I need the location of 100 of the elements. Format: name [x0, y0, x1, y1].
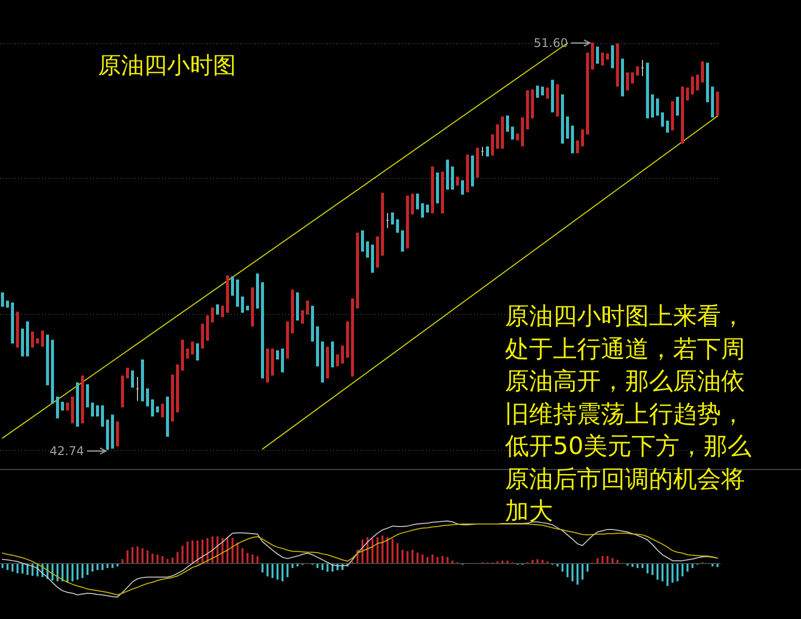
- candlestick: [496, 124, 499, 149]
- bar: [532, 560, 534, 564]
- bar: [232, 538, 234, 564]
- bar: [166, 558, 168, 564]
- bar: [406, 551, 408, 564]
- candlestick: [451, 166, 454, 190]
- bar: [412, 550, 414, 564]
- candlestick: [341, 346, 344, 364]
- candlestick: [666, 120, 669, 133]
- bar: [136, 546, 138, 564]
- candlestick: [486, 146, 489, 157]
- candlestick: [431, 166, 434, 214]
- annotation: 原油四小时图上来看，处于上行通道，若下周原油高开，那么原油依旧维持震荡上行趋势，低开50美元下方，那么原油后市回调的机会将加大: [505, 301, 752, 527]
- candlestick: [306, 300, 309, 315]
- bar: [382, 536, 384, 564]
- candlestick: [376, 236, 379, 268]
- bar: [662, 563, 664, 582]
- bar: [272, 563, 274, 578]
- candlestick: [266, 348, 269, 383]
- candlestick: [556, 84, 559, 117]
- bar: [646, 563, 648, 574]
- bar: [676, 563, 678, 582]
- bar: [606, 556, 608, 564]
- bar: [212, 536, 214, 564]
- candlestick: [276, 350, 279, 360]
- candlestick: [236, 280, 239, 307]
- bar: [192, 540, 194, 564]
- candlestick: [231, 276, 234, 296]
- candlestick: [216, 304, 219, 315]
- candlestick: [526, 90, 529, 130]
- bar: [162, 556, 164, 564]
- candlestick: [516, 133, 519, 140]
- bar: [602, 556, 604, 564]
- candlestick: [261, 282, 264, 378]
- bar: [432, 554, 434, 564]
- candlestick: [96, 405, 99, 417]
- candlestick: [76, 382, 79, 427]
- candlestick: [616, 43, 619, 87]
- bar: [202, 540, 204, 564]
- candlestick: [701, 61, 704, 83]
- candlestick: [476, 148, 479, 178]
- bar: [436, 557, 438, 564]
- bar: [146, 550, 148, 564]
- candlestick: [386, 212, 389, 229]
- bar: [616, 560, 618, 564]
- candlestick: [471, 156, 474, 186]
- candlestick: [146, 388, 149, 406]
- candlestick: [41, 330, 44, 347]
- bar: [286, 563, 288, 578]
- candlestick: [711, 86, 714, 118]
- candlestick: [156, 406, 159, 412]
- candlestick: [241, 296, 244, 313]
- bar: [66, 563, 68, 583]
- bar: [666, 563, 668, 586]
- candlestick: [581, 129, 584, 146]
- candlestick: [126, 368, 129, 378]
- bar: [126, 550, 128, 564]
- candlestick: [101, 405, 104, 427]
- candlestick: [281, 348, 284, 372]
- candlestick: [446, 160, 449, 190]
- candlestick: [646, 62, 649, 118]
- candlestick: [171, 374, 174, 422]
- chart-title: 原油四小时图: [98, 52, 236, 81]
- candlestick: [111, 414, 114, 449]
- candlestick: [566, 116, 569, 139]
- candlestick: [576, 140, 579, 154]
- bar: [132, 547, 134, 564]
- candlestick: [316, 326, 319, 366]
- candlestick: [36, 338, 39, 344]
- bar: [386, 537, 388, 564]
- bar: [372, 538, 374, 564]
- candlestick: [611, 45, 614, 68]
- candlestick: [56, 396, 59, 418]
- bar: [452, 560, 454, 564]
- annotation: 42.74: [50, 443, 84, 459]
- bar: [542, 560, 544, 564]
- bar: [236, 542, 238, 564]
- candlestick: [91, 402, 94, 417]
- bar: [416, 552, 418, 564]
- bar: [682, 563, 684, 576]
- candlestick: [546, 88, 549, 99]
- candlestick: [61, 402, 64, 411]
- bar: [86, 563, 88, 575]
- bar: [172, 558, 174, 564]
- candlestick: [336, 354, 339, 366]
- bar: [422, 554, 424, 564]
- bar: [402, 550, 404, 564]
- bar: [16, 563, 18, 574]
- candlestick: [606, 54, 609, 60]
- candlestick: [596, 46, 599, 64]
- bar: [72, 563, 74, 582]
- candlestick: [626, 72, 629, 90]
- bar: [246, 552, 248, 564]
- candlestick: [186, 348, 189, 359]
- bar: [206, 538, 208, 564]
- bar: [82, 563, 84, 578]
- candlestick: [441, 172, 444, 214]
- candlestick: [466, 154, 469, 192]
- candlestick: [296, 292, 299, 320]
- candlestick: [356, 232, 359, 309]
